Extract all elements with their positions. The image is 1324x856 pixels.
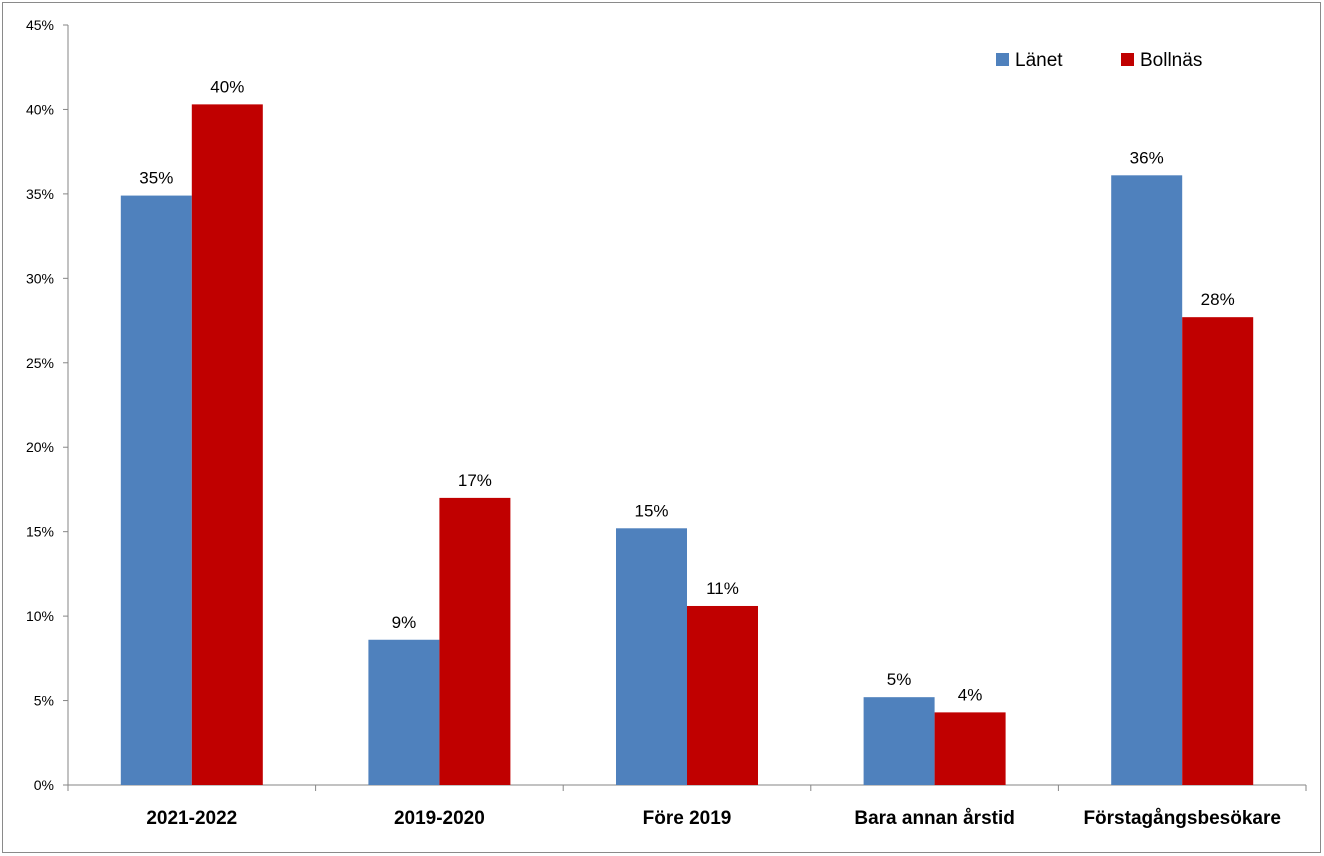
y-tick-label: 25% [26,355,54,371]
data-label: 5% [887,670,912,689]
y-tick-label: 10% [26,608,54,624]
y-tick-label: 35% [26,186,54,202]
bar [1182,317,1253,785]
data-label: 11% [706,579,739,598]
y-tick-label: 45% [26,17,54,33]
data-label: 40% [210,77,244,96]
data-label: 28% [1201,290,1235,309]
bar [121,196,192,785]
y-tick-label: 40% [26,101,54,117]
legend-swatch [996,53,1009,66]
bar [687,606,758,785]
bar [864,697,935,785]
x-tick-label: Före 2019 [643,808,732,829]
legend-swatch [1121,53,1134,66]
y-tick-label: 15% [26,524,54,540]
x-tick-label: 2021-2022 [146,808,237,829]
data-label: 35% [139,169,173,188]
y-tick-label: 5% [34,693,54,709]
bar [616,528,687,785]
data-label: 36% [1130,148,1164,167]
legend-label: Bollnäs [1140,50,1202,71]
bar [439,498,510,785]
bar [368,640,439,785]
x-tick-label: Bara annan årstid [854,808,1015,829]
y-tick-label: 20% [26,439,54,455]
y-tick-label: 0% [34,777,54,793]
data-label: 15% [634,501,668,520]
y-tick-label: 30% [26,270,54,286]
bar [1111,175,1182,785]
bars [121,104,1253,785]
data-label: 4% [958,685,983,704]
x-tick-label: 2019-2020 [394,808,485,829]
legend: Länet Bollnäs [996,50,1202,71]
bar [192,104,263,785]
x-tick-label: Förstagångsbesökare [1083,808,1280,829]
bar [935,712,1006,785]
legend-label: Länet [1015,50,1063,71]
data-label: 17% [458,471,492,490]
data-label: 9% [392,613,417,632]
